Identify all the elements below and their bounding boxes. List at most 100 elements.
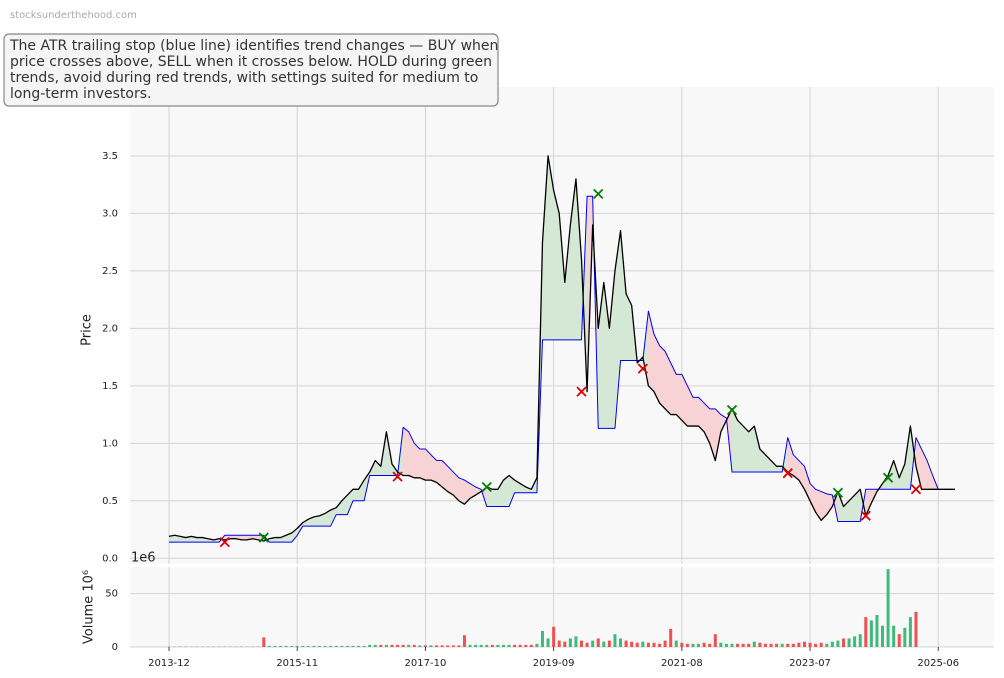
volume-bar [290,645,294,647]
volume-bar [613,634,617,647]
volume-bar [697,643,701,647]
volume-bar [619,638,623,647]
trend-fill [458,477,465,505]
volume-bar [763,643,767,647]
trend-fill [553,190,560,341]
volume-bar [396,644,400,647]
signal-stroke [782,468,793,479]
y-axis-label: Volume 10⁶ [82,570,97,644]
annotation-box [3,33,499,107]
y-axis-label: Price [80,314,95,346]
volume-bar [736,643,740,647]
trend-fill [492,489,499,507]
signal-stroke [726,404,738,416]
volume-bar [869,620,873,647]
volume-bar [279,645,283,647]
volume-bar [334,645,338,647]
volume-bar [741,643,745,647]
volume-bar [875,615,879,647]
series-line [169,195,939,543]
volume-bar [340,645,344,647]
x-tick-label: 2017-10 [405,658,447,669]
annotation-line: long-term investors. [10,86,151,102]
volume-bar [485,644,489,647]
volume-bar [708,643,712,647]
volume-bar [836,640,840,647]
volume-bar [780,643,784,647]
volume-bar [646,642,650,647]
volume-bar [630,641,634,647]
volume-panel [130,567,994,647]
signal-marker [392,471,403,482]
volume-bar [501,644,505,647]
volume-bar [685,643,689,647]
volume-bar [412,644,416,647]
volume-bar [446,645,450,647]
volume-bar [607,640,611,647]
y-tick-label: 0 [112,642,118,653]
volume-bar [351,645,355,647]
volume-bar [881,625,885,647]
signal-stroke [481,481,492,493]
volume-bar [724,643,728,647]
volume-bar [368,644,372,647]
volume-bar [691,643,695,647]
volume-bar [847,638,851,647]
volume-bar [758,642,762,647]
watermark: stocksunderthehood.com [10,10,137,21]
trend-fill [274,537,281,543]
signal-stroke [576,386,587,397]
signal-marker [726,404,738,416]
volume-bar [390,644,394,647]
offset-text: 1e6 [131,551,156,566]
volume-bar [513,644,517,647]
trend-fill [692,397,699,427]
volume-bar [775,643,779,647]
volume-bar [802,641,806,647]
volume-bar [418,645,422,647]
annotation-line: price crosses above, SELL when it crosse… [10,54,492,70]
volume-bar [323,645,327,647]
volume-bar [635,642,639,647]
y-tick-label: 2.5 [102,266,118,277]
volume-bar [825,643,829,647]
trend-fill [419,448,426,481]
volume-bar [535,643,539,647]
volume-bar [429,645,433,647]
volume-bar [451,645,455,647]
volume-bar [596,638,600,647]
volume-bar [814,643,818,647]
volume-bar [262,637,266,647]
volume-bar [518,644,522,647]
annotation-line: The ATR trailing stop (blue line) identi… [9,38,498,54]
signal-stroke [392,471,403,482]
y-tick-label: 3.5 [102,151,118,162]
volume-bar [568,638,572,647]
signal-stroke [637,363,648,374]
volume-bar [663,640,667,647]
volume-bar [786,643,790,647]
signal-marker [882,472,894,483]
volume-bar [591,640,595,647]
trend-fill [748,425,755,473]
y-tick-label: 3.0 [102,208,118,219]
volume-bar [585,642,589,647]
volume-bar [507,644,511,647]
x-tick-label: 2015-11 [276,658,318,669]
trend-fill [737,419,744,473]
volume-bar [652,642,656,647]
volume-bar [468,644,472,647]
signal-marker [782,468,793,479]
signal-stroke [219,537,230,548]
volume-bar [407,644,411,647]
trend-fill [776,466,783,473]
volume-bar [747,643,751,647]
volume-bar [602,641,606,647]
volume-bar [312,645,316,647]
volume-bar [546,638,550,647]
volume-bar [841,638,845,647]
volume-bar [914,611,918,647]
volume-bar [552,626,556,647]
volume-bar [886,569,890,647]
volume-bar [669,628,673,647]
